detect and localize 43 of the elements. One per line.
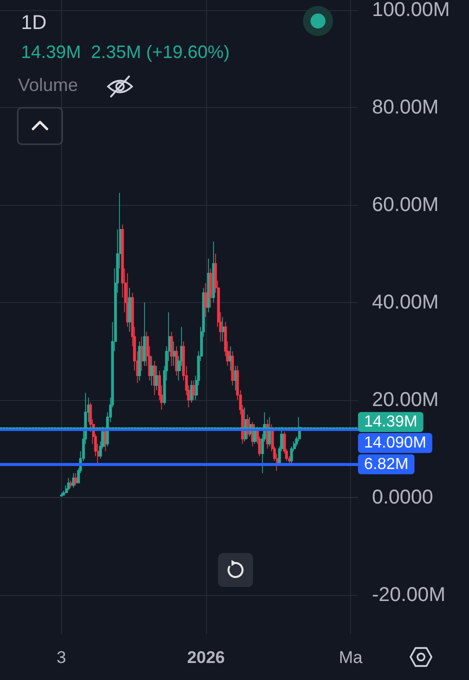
x-tick-label: Ma — [338, 648, 363, 667]
x-tick-label: 2026 — [187, 648, 225, 667]
candlestick — [231, 350, 234, 386]
candlestick — [141, 336, 144, 372]
candlestick — [222, 316, 225, 342]
candlestick — [175, 346, 178, 376]
candlestick — [153, 360, 156, 396]
ref-line-label: 6.82M — [364, 456, 408, 473]
candlestick — [60, 492, 63, 497]
candlestick — [126, 272, 129, 328]
candlestick — [72, 472, 75, 488]
y-tick-label: 80.00M — [372, 96, 439, 118]
x-tick-label: 3 — [56, 648, 66, 667]
candlestick — [212, 241, 215, 303]
ref-line-label: 14.39M — [364, 414, 418, 430]
candlestick — [138, 341, 141, 381]
candlestick — [70, 480, 73, 488]
y-tick-label: 0.0000 — [372, 486, 434, 508]
text: 1D — [21, 12, 47, 34]
candlestick — [190, 380, 193, 403]
y-tick-label: 60.00M — [372, 194, 439, 216]
candlestick — [207, 258, 210, 313]
candlestick — [74, 472, 78, 486]
y-tick-label: 100.00M — [372, 0, 450, 21]
y-tick-label: 40.00M — [372, 292, 439, 314]
candlestick — [290, 446, 293, 464]
candlestick — [143, 302, 146, 366]
candlestick — [67, 478, 70, 491]
candlestick — [173, 341, 176, 366]
candlestick — [128, 287, 132, 332]
candlestick — [192, 380, 195, 400]
y-tick-label: 20.00M — [372, 389, 439, 411]
candlestick — [229, 346, 232, 372]
text: 14.39M 2.35M (+19.60%) — [21, 42, 230, 62]
candlestick — [209, 268, 212, 308]
candlestick — [234, 365, 237, 391]
candlestick — [204, 282, 208, 318]
candlestick — [170, 331, 173, 366]
y-tick-label: -20.00M — [372, 584, 446, 606]
candlestick — [150, 356, 154, 386]
annotation: Volume — [18, 75, 78, 95]
ref-line-label: 14.090M — [364, 434, 426, 452]
candlestick — [155, 365, 158, 391]
